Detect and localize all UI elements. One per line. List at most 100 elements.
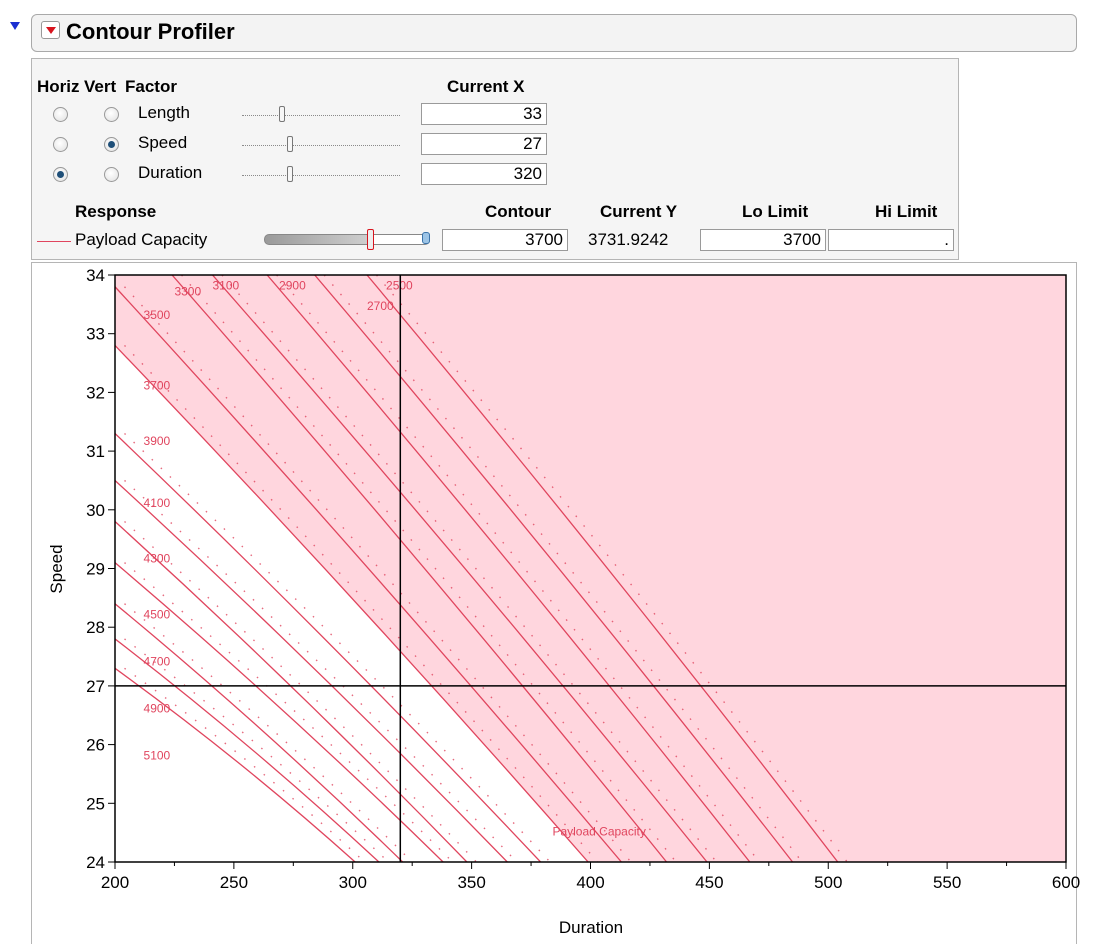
- current-y-header: Current Y: [600, 202, 678, 221]
- contour-line-5100: [115, 667, 356, 862]
- y-tick-label-32: 32: [86, 383, 105, 402]
- duration-slider-track[interactable]: [242, 175, 400, 177]
- axes-layer: 200 250 300 350 400 450 500 550 600 24 25 26 27 28 29 3…: [86, 266, 1080, 892]
- y-axis-title: Speed: [47, 544, 66, 593]
- contour-gradient-dots-4900: [124, 638, 389, 862]
- response-name-label: Payload Capacity: [75, 230, 208, 249]
- y-tick-label-25: 25: [86, 794, 105, 813]
- contour-slider-end-handle[interactable]: [422, 232, 430, 244]
- contour-label-3300: 3300: [174, 285, 201, 299]
- contour-label-3100: 3100: [212, 279, 239, 293]
- contour-header: Contour: [485, 202, 552, 221]
- contour-labels-layer: 3300 3100 2900 2700 2500 3500 3700 3900 4100 4300…: [144, 279, 646, 839]
- contour-label-4300: 4300: [144, 552, 171, 566]
- contour-label-4100: 4100: [144, 496, 171, 510]
- factor-header: Factor: [125, 77, 177, 96]
- length-factor-label: Length: [138, 103, 190, 122]
- duration-slider-thumb[interactable]: [287, 166, 293, 182]
- contour-gradient-dots-2900: [276, 275, 760, 862]
- y-tick-label-34: 34: [86, 266, 105, 285]
- speed-slider-track[interactable]: [242, 145, 400, 147]
- y-tick-label-33: 33: [86, 325, 105, 344]
- x-tick-label-200: 200: [101, 873, 129, 892]
- speed-horiz-radio[interactable]: [53, 137, 68, 152]
- length-slider-track[interactable]: [242, 115, 400, 117]
- lo-limit-field[interactable]: 3700: [700, 229, 826, 251]
- contour-gradient-dots-5100: [124, 667, 366, 862]
- shaded-region: [115, 275, 1066, 862]
- contour-line-3900: [115, 433, 542, 862]
- factor-control-panel: [31, 58, 959, 260]
- contour-gradient-dots-3700: [124, 344, 599, 862]
- contour-line-2500: [366, 275, 839, 862]
- x-tick-label-450: 450: [695, 873, 723, 892]
- contour-gradient-dots-2500: [375, 275, 848, 862]
- speed-current-x-field[interactable]: 27: [421, 133, 547, 155]
- speed-factor-label: Speed: [138, 133, 188, 152]
- lo-limit-header: Lo Limit: [742, 202, 809, 221]
- disclosure-triangle-icon[interactable]: [10, 22, 20, 30]
- y-tick-label-24: 24: [86, 853, 105, 872]
- contour-line-4900: [115, 638, 380, 862]
- horiz-header: Horiz: [37, 77, 80, 96]
- response-header: Response: [75, 202, 157, 221]
- contour-label-4700: 4700: [144, 654, 171, 668]
- response-line-legend: [37, 241, 71, 242]
- x-tick-label-550: 550: [933, 873, 961, 892]
- contour-slider-thumb[interactable]: [367, 229, 374, 250]
- hi-limit-field[interactable]: .: [828, 229, 954, 251]
- duration-factor-label: Duration: [138, 163, 203, 182]
- shaded-region-layer: [115, 275, 1066, 862]
- contour-line-4300: [115, 521, 468, 862]
- length-slider-thumb[interactable]: [279, 106, 285, 122]
- x-tick-label-350: 350: [457, 873, 485, 892]
- length-horiz-radio[interactable]: [53, 107, 68, 122]
- speed-slider-thumb[interactable]: [287, 136, 293, 152]
- y-tick-label-29: 29: [86, 560, 105, 579]
- outline-title-bar: [31, 14, 1077, 52]
- y-tick-label-30: 30: [86, 501, 105, 520]
- x-tick-label-600: 600: [1052, 873, 1080, 892]
- current-x-header: Current X: [447, 77, 525, 96]
- contour-line-3100: [211, 275, 708, 862]
- contour-line-4100: [115, 479, 508, 862]
- contour-gradient-dots-4700: [124, 603, 413, 862]
- contour-line-3300: [171, 275, 668, 862]
- length-current-x-field[interactable]: 33: [421, 103, 547, 125]
- contour-line-2700: [314, 275, 794, 862]
- length-vert-radio[interactable]: [104, 107, 119, 122]
- x-tick-label-400: 400: [576, 873, 604, 892]
- x-tick-label-500: 500: [814, 873, 842, 892]
- contour-gradient-dots-4100: [124, 479, 518, 862]
- duration-vert-radio[interactable]: [104, 167, 119, 182]
- page-title: Contour Profiler: [66, 19, 235, 44]
- contour-label-5100: 5100: [144, 748, 171, 762]
- contour-lines-layer: [115, 275, 848, 862]
- contour-label-4500: 4500: [144, 607, 171, 621]
- x-tick-label-300: 300: [339, 873, 367, 892]
- y-tick-label-26: 26: [86, 736, 105, 755]
- response-name-annotation: Payload Capacity: [552, 825, 645, 839]
- duration-current-x-field[interactable]: 320: [421, 163, 547, 185]
- contour-label-2900: 2900: [279, 279, 306, 293]
- contour-label-2500: 2500: [386, 279, 413, 293]
- x-tick-label-250: 250: [220, 873, 248, 892]
- contour-line-4700: [115, 603, 404, 862]
- y-tick-label-28: 28: [86, 618, 105, 637]
- contour-label-2700: 2700: [367, 299, 394, 313]
- y-tick-label-31: 31: [86, 442, 105, 461]
- duration-horiz-radio[interactable]: [53, 167, 68, 182]
- red-triangle-menu-icon[interactable]: [41, 21, 60, 39]
- contour-line-3500: [115, 286, 622, 862]
- contour-label-3700: 3700: [144, 378, 171, 392]
- speed-vert-radio[interactable]: [104, 137, 119, 152]
- hi-limit-header: Hi Limit: [875, 202, 938, 221]
- x-axis-title: Duration: [559, 918, 623, 937]
- crosshair-layer[interactable]: [115, 275, 1066, 862]
- contour-label-4900: 4900: [144, 701, 171, 715]
- contour-value-field[interactable]: 3700: [442, 229, 568, 251]
- current-y-value: 3731.9242: [588, 230, 669, 249]
- contour-label-3900: 3900: [144, 434, 171, 448]
- contour-label-3500: 3500: [144, 308, 171, 322]
